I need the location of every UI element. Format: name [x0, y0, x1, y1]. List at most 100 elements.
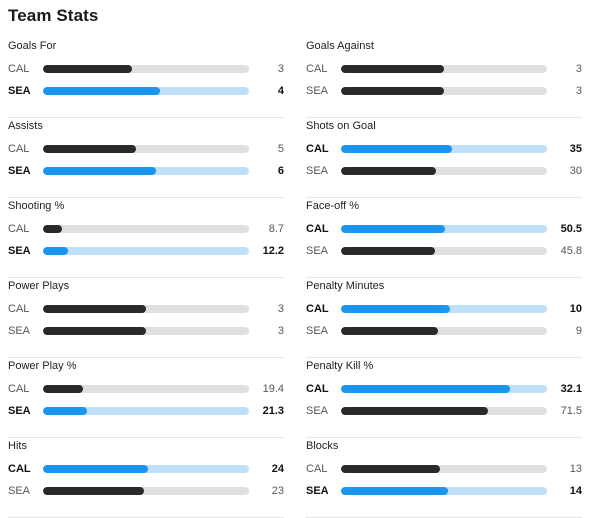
- stat-bar-fill: [43, 465, 149, 473]
- team-abbr: SEA: [8, 485, 31, 497]
- team-abbr: SEA: [306, 245, 329, 257]
- stat-row: CAL 19.4: [8, 382, 284, 396]
- stat-row: SEA 71.5: [306, 404, 582, 418]
- stat-bar-track: [341, 305, 547, 313]
- stat-bar-fill: [43, 305, 146, 313]
- stat-row: CAL 8.7: [8, 222, 284, 236]
- team-abbr: CAL: [306, 63, 328, 75]
- stat-value: 8.7: [268, 223, 284, 235]
- stat-value: 50.5: [560, 223, 582, 235]
- stat-bar-fill: [43, 225, 62, 233]
- stat-value: 9: [575, 325, 582, 337]
- team-abbr: CAL: [8, 143, 30, 155]
- stat-value: 30: [569, 165, 582, 177]
- stat-bar-fill: [43, 327, 146, 335]
- stat-value: 6: [277, 165, 284, 177]
- stat-value: 23: [271, 485, 284, 497]
- stat-bar-track: [341, 327, 547, 335]
- stat-bar-fill: [43, 65, 132, 73]
- stat-value: 21.3: [262, 405, 284, 417]
- stat-value: 3: [575, 63, 582, 75]
- stat-row: CAL 3: [8, 62, 284, 76]
- stat-bar-fill: [43, 407, 87, 415]
- stat-bar-fill: [341, 145, 453, 153]
- stat-bar-track: [43, 87, 249, 95]
- stat-bar-track: [43, 305, 249, 313]
- stat-bar-track: [341, 87, 547, 95]
- stat-group: Hits CAL 24 SEA 23: [8, 438, 284, 518]
- team-abbr: SEA: [8, 325, 31, 337]
- stat-value: 3: [277, 325, 284, 337]
- stat-bar-fill: [341, 305, 451, 313]
- team-abbr: SEA: [8, 245, 31, 257]
- stat-bar-track: [341, 145, 547, 153]
- stat-bar-fill: [43, 145, 136, 153]
- team-abbr: SEA: [8, 85, 31, 97]
- stat-row: CAL 50.5: [306, 222, 582, 236]
- stat-bar-fill: [341, 65, 444, 73]
- stat-bar-fill: [43, 167, 157, 175]
- stat-bar-track: [43, 167, 249, 175]
- stat-label: Power Play %: [8, 360, 77, 372]
- team-abbr: CAL: [306, 383, 329, 395]
- team-abbr: CAL: [8, 223, 30, 235]
- stat-bar-fill: [341, 87, 444, 95]
- stat-bar-track: [43, 145, 249, 153]
- team-abbr: SEA: [306, 405, 329, 417]
- stat-row: SEA 30: [306, 164, 582, 178]
- stat-group: Blocks CAL 13 SEA 14: [306, 438, 582, 518]
- stat-bar-fill: [43, 87, 161, 95]
- stat-label: Power Plays: [8, 280, 70, 292]
- stat-row: CAL 24: [8, 462, 284, 476]
- stat-label: Goals Against: [306, 40, 374, 52]
- page-title: Team Stats: [8, 6, 99, 25]
- stat-bar-track: [341, 487, 547, 495]
- stat-bar-fill: [341, 465, 440, 473]
- stat-group: Assists CAL 5 SEA 6: [8, 118, 284, 198]
- stat-group: Shots on Goal CAL 35 SEA 30: [306, 118, 582, 198]
- stat-bar-track: [43, 465, 249, 473]
- stat-bar-fill: [341, 247, 436, 255]
- stat-value: 45.8: [560, 245, 582, 257]
- stat-bar-track: [341, 65, 547, 73]
- team-abbr: CAL: [306, 223, 329, 235]
- stat-bar-fill: [341, 385, 510, 393]
- stat-value: 32.1: [560, 383, 582, 395]
- stat-row: SEA 6: [8, 164, 284, 178]
- stat-bar-track: [43, 225, 249, 233]
- stat-value: 3: [575, 85, 582, 97]
- team-abbr: CAL: [306, 463, 328, 475]
- stat-value: 5: [277, 143, 284, 155]
- team-abbr: SEA: [8, 405, 31, 417]
- team-abbr: SEA: [306, 485, 329, 497]
- stat-value: 71.5: [560, 405, 582, 417]
- stat-bar-fill: [341, 225, 446, 233]
- stat-value: 19.4: [262, 383, 284, 395]
- team-abbr: SEA: [306, 85, 329, 97]
- team-abbr: SEA: [306, 325, 329, 337]
- stat-bar-track: [341, 407, 547, 415]
- stat-value: 10: [569, 303, 582, 315]
- stat-value: 13: [569, 463, 582, 475]
- stat-row: CAL 3: [8, 302, 284, 316]
- team-abbr: CAL: [306, 303, 329, 315]
- stat-value: 4: [277, 85, 284, 97]
- stat-label: Shots on Goal: [306, 120, 376, 132]
- stat-value: 24: [271, 463, 284, 475]
- team-abbr: CAL: [8, 463, 31, 475]
- stat-row: SEA 21.3: [8, 404, 284, 418]
- stat-row: CAL 13: [306, 462, 582, 476]
- stat-label: Penalty Kill %: [306, 360, 374, 372]
- stat-bar-fill: [341, 167, 436, 175]
- stat-bar-fill: [341, 487, 449, 495]
- stat-bar-track: [341, 385, 547, 393]
- stat-row: CAL 10: [306, 302, 582, 316]
- stat-group: Face-off % CAL 50.5 SEA 45.8: [306, 198, 582, 278]
- stat-label: Face-off %: [306, 200, 359, 212]
- stat-bar-track: [43, 407, 249, 415]
- stat-row: SEA 45.8: [306, 244, 582, 258]
- stat-row: CAL 5: [8, 142, 284, 156]
- stat-label: Shooting %: [8, 200, 65, 212]
- stat-bar-track: [43, 327, 249, 335]
- stat-group: Shooting % CAL 8.7 SEA 12.2: [8, 198, 284, 278]
